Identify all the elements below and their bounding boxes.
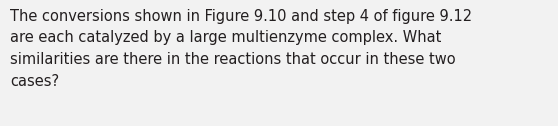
Text: The conversions shown in Figure 9.10 and step 4 of figure 9.12
are each catalyze: The conversions shown in Figure 9.10 and… — [10, 9, 472, 89]
